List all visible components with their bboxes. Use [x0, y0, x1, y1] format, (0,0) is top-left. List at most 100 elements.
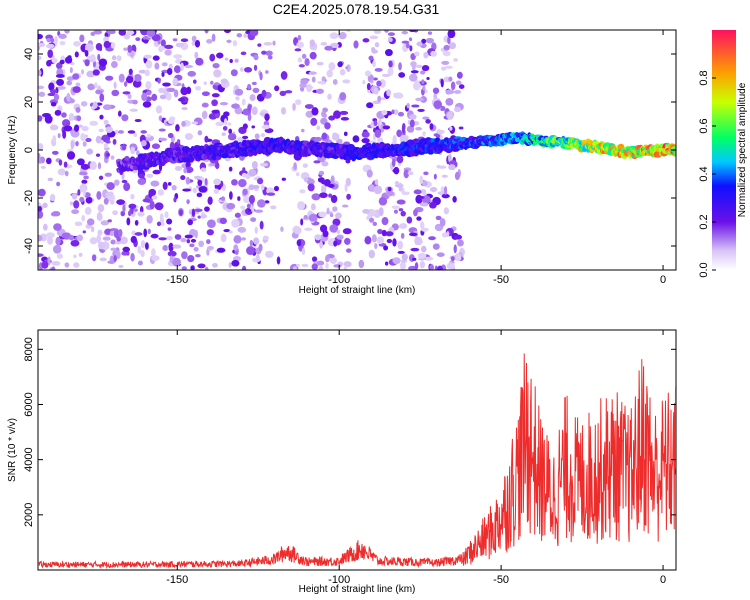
spectrogram-cell [321, 161, 329, 167]
spectrogram-cell [206, 239, 211, 245]
spectrogram-cell [249, 30, 259, 37]
spectrogram-cell [402, 191, 410, 196]
spectrogram-cell [408, 73, 418, 82]
spectrogram-cell [385, 231, 394, 237]
spectrogram-cell [423, 171, 429, 176]
spectrogram-cell [311, 263, 318, 270]
spectrogram-cell [162, 181, 168, 190]
spectrogram-cell [201, 102, 209, 108]
spectrogram-cell [322, 230, 329, 238]
spectrogram-cell [456, 71, 463, 79]
spectrogram-cell [93, 30, 103, 35]
spectrogram-cell [369, 217, 375, 223]
spectrogram-cell [454, 171, 460, 181]
spectrogram-cell [151, 93, 158, 102]
spectrogram-cell [100, 139, 104, 144]
spectrogram-cell [142, 198, 151, 203]
spectrogram-cell [167, 118, 175, 125]
spectrogram-cell [63, 125, 73, 132]
spectrogram-cell [219, 102, 229, 106]
spectrogram-cell [129, 51, 135, 58]
spectrogram-cell [393, 209, 398, 214]
spectrogram-cell [453, 244, 457, 254]
spectrogram-cell [46, 43, 55, 49]
spectrogram-cell [445, 97, 454, 106]
spectrogram-cell [264, 128, 274, 134]
spectrogram-cell [105, 126, 113, 133]
spectrogram-cell [340, 117, 350, 121]
spectrogram-cell [414, 236, 423, 246]
spectrogram-cell [241, 237, 246, 241]
x-tick-label: -100 [328, 274, 350, 286]
spectrogram-cell [254, 209, 264, 213]
spectrogram-cell [325, 254, 330, 263]
spectrogram-cell [388, 37, 393, 42]
spectrogram-cell [197, 130, 203, 136]
spectrogram-cell [112, 210, 119, 216]
snr-y-label: SNR (10 * v/v) [7, 418, 18, 482]
spectrogram-cell [38, 188, 46, 197]
spectrogram-cell [371, 234, 377, 243]
spectrogram-cell [111, 55, 117, 61]
spectrogram-cell [427, 31, 433, 35]
spectrogram-cell [110, 155, 115, 160]
spectrogram-cell [429, 264, 434, 270]
spectrogram-cell [425, 256, 434, 261]
spectrogram-cell [372, 77, 378, 81]
spectrogram-x-ticks: -150 -100 -50 0 [166, 30, 666, 286]
spectrogram-cell [204, 206, 210, 212]
spectrogram-cell [213, 69, 222, 78]
spectrogram-cell [85, 196, 93, 204]
spectrogram-cell [399, 261, 407, 270]
spectrogram-cell [95, 43, 103, 51]
spectrogram-cell [319, 240, 323, 249]
spectrogram-cell [391, 205, 400, 209]
spectrogram-cell [342, 79, 351, 84]
spectrogram-cell [84, 50, 89, 57]
spectrogram-cell [127, 210, 132, 217]
spectrogram-cell [385, 191, 395, 197]
spectrogram-cell [264, 200, 270, 204]
spectrogram-cell [130, 193, 135, 200]
spectrogram-cell [228, 230, 233, 234]
spectrogram-cell [123, 81, 128, 87]
spectrogram-cell [394, 181, 400, 186]
spectrogram-cell [173, 89, 179, 98]
spectrogram-cell [264, 250, 274, 258]
spectrogram-cell [398, 208, 404, 212]
spectrogram-cell [195, 254, 201, 258]
spectrogram-cell [243, 196, 251, 204]
spectrogram-cell [332, 206, 338, 212]
spectrogram-cell [223, 111, 230, 117]
spectrogram-cell [222, 125, 228, 131]
spectrogram-cell [401, 253, 408, 261]
spectrogram-cell [158, 115, 163, 122]
spectrogram-cell [195, 85, 202, 91]
spectrogram-cell [237, 226, 247, 233]
spectrogram-cell [81, 179, 88, 184]
spectrogram-cell [362, 38, 370, 43]
spectrogram-cell [453, 234, 463, 240]
spectrogram-cell [123, 182, 131, 192]
spectrogram-cell [429, 186, 438, 193]
spectrogram-cell [172, 244, 182, 249]
spectrogram-cell [209, 162, 216, 167]
spectrogram-cell [318, 170, 325, 176]
spectrogram-cell [172, 38, 178, 42]
spectrogram-cell [69, 67, 73, 74]
spectrogram-cell [190, 238, 197, 243]
colorbar-label: Normalized spectral amplitude [737, 82, 748, 217]
spectrogram-cell [221, 132, 227, 137]
spectrogram-cell [46, 37, 51, 43]
spectrogram-cell [240, 205, 246, 210]
spectrogram-cell [157, 77, 161, 84]
spectrogram-cell [193, 79, 197, 84]
spectrogram-cell [234, 58, 239, 63]
spectrogram-cell [226, 39, 232, 44]
spectrogram-cell [107, 191, 114, 196]
spectrogram-cell [414, 51, 420, 57]
spectrogram-cell [54, 36, 58, 45]
spectrogram-cell [371, 47, 376, 52]
spectrogram-cell [433, 100, 442, 110]
spectrogram-cell [121, 143, 127, 151]
